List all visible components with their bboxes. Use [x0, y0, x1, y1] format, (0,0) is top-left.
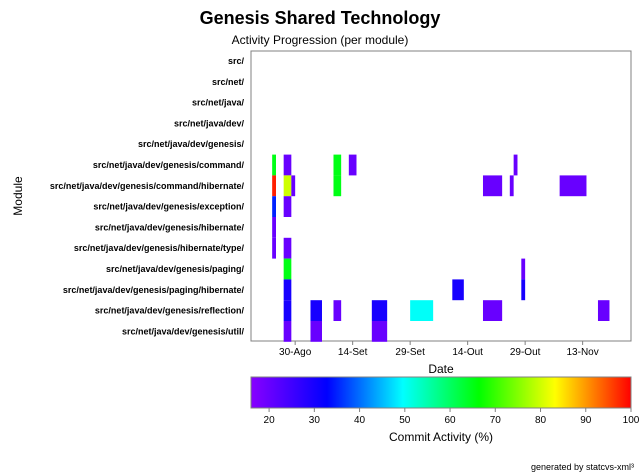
activity-cell — [283, 175, 292, 197]
x-axis-title: Date — [428, 362, 454, 376]
module-label: src/net/java/dev/genesis/paging/hibernat… — [63, 285, 245, 295]
colorbar-label: Commit Activity (%) — [389, 430, 493, 444]
chart-title: Genesis Shared Technology — [200, 8, 441, 28]
y-axis-title: Module — [11, 176, 25, 216]
module-label: src/net/java/dev/genesis/reflection/ — [95, 306, 245, 316]
activity-cell — [283, 237, 292, 259]
activity-cell — [310, 321, 322, 342]
activity-cell — [283, 300, 292, 321]
activity-cell — [559, 175, 587, 197]
x-tick-label: 29-Out — [510, 347, 541, 358]
activity-cell — [410, 300, 434, 321]
activity-cell — [272, 217, 276, 238]
activity-cell — [283, 258, 292, 280]
module-label: src/net/java/dev/genesis/util/ — [122, 326, 245, 336]
colorbar-tick-label: 40 — [354, 415, 366, 426]
module-label: src/net/ — [212, 77, 245, 87]
activity-cell — [371, 300, 388, 321]
module-label: src/net/java/dev/genesis/hibernate/ — [95, 222, 245, 232]
colorbar-ticks: 20 30 40 50 60 70 80 90 100 — [264, 408, 640, 426]
activity-cell — [291, 175, 296, 197]
module-label: src/net/java/dev/ — [174, 118, 245, 128]
activity-cell — [521, 258, 526, 280]
colorbar-tick-label: 50 — [399, 415, 411, 426]
activity-cell — [509, 175, 514, 197]
module-label: src/net/java/dev/genesis/paging/ — [106, 264, 245, 274]
x-tick-label: 14-Set — [338, 347, 368, 358]
activity-cell — [310, 300, 322, 321]
chart-subtitle: Activity Progression (per module) — [232, 33, 409, 47]
activity-cell — [272, 237, 276, 259]
x-axis-ticks: 30-Ago 14-Set 29-Set 14-Out 29-Out 13-Nov — [279, 341, 599, 358]
activity-cell — [283, 154, 292, 176]
colorbar-tick-label: 30 — [309, 415, 321, 426]
activity-cells — [272, 154, 610, 342]
activity-cell — [333, 175, 342, 197]
module-label: src/net/java/dev/genesis/command/ — [93, 160, 245, 170]
colorbar-tick-label: 100 — [623, 415, 640, 426]
activity-cell — [452, 279, 464, 301]
x-tick-label: 14-Out — [452, 347, 483, 358]
colorbar-tick-label: 60 — [444, 415, 456, 426]
activity-cell — [333, 300, 342, 321]
activity-cell — [272, 175, 276, 197]
activity-cell — [521, 279, 526, 301]
module-label: src/net/java/ — [192, 98, 245, 108]
colorbar-tick-label: 90 — [580, 415, 592, 426]
activity-cell — [272, 154, 276, 176]
colorbar-tick-label: 80 — [535, 415, 547, 426]
activity-cell — [371, 321, 388, 342]
module-label: src/net/java/dev/genesis/exception/ — [93, 202, 244, 212]
footer-credit: generated by statcvs-xml³ — [531, 462, 634, 472]
colorbar — [250, 376, 632, 409]
module-label: src/ — [228, 56, 245, 66]
activity-cell — [513, 154, 518, 176]
module-label: src/net/java/dev/genesis/ — [138, 139, 245, 149]
activity-cell — [348, 154, 357, 176]
colorbar-tick-label: 70 — [490, 415, 502, 426]
module-label: src/net/java/dev/genesis/command/hiberna… — [50, 181, 245, 191]
y-axis-labels: src/src/net/src/net/java/src/net/java/de… — [50, 56, 245, 336]
activity-cell — [283, 321, 292, 342]
colorbar-tick-label: 20 — [264, 415, 276, 426]
activity-cell — [482, 300, 503, 321]
activity-cell — [283, 196, 292, 217]
module-label: src/net/java/dev/genesis/hibernate/type/ — [74, 243, 245, 253]
activity-cell — [597, 300, 610, 321]
activity-cell — [272, 196, 276, 217]
activity-cell — [283, 279, 292, 301]
x-tick-label: 29-Set — [395, 347, 425, 358]
x-tick-label: 13-Nov — [567, 347, 599, 358]
x-tick-label: 30-Ago — [279, 347, 312, 358]
activity-cell — [333, 154, 342, 176]
activity-cell — [482, 175, 503, 197]
